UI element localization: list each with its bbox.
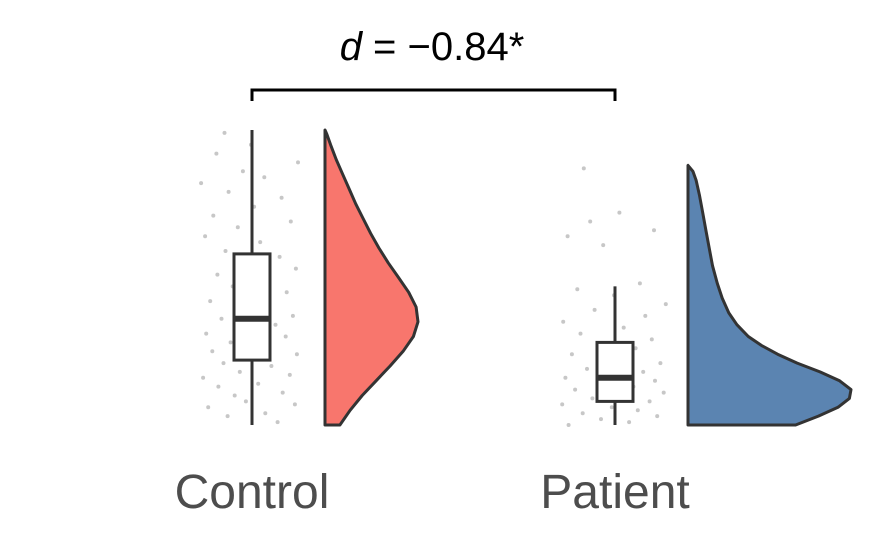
patient-data-point [635,408,640,413]
patient-data-point [633,346,638,351]
control-data-point [293,266,298,271]
control-data-point [223,249,228,253]
patient-data-point [599,417,603,422]
category-label-patient: Patient [540,466,689,519]
patient-data-point [617,210,622,215]
control-data-point [201,375,206,380]
patient-data-point [609,405,614,410]
control-data-point [216,384,221,389]
patient-density [686,163,853,427]
patient-data-point [601,243,606,248]
control-data-point [221,361,226,366]
control-data-point [287,372,292,377]
patient-data-point [585,366,589,371]
significance-bracket [250,88,617,101]
significance-annotation: d = −0.84* [250,25,617,101]
patient-data-point [580,411,585,416]
patient-data-point [563,375,568,380]
control-data-point [222,130,227,135]
control-data-point [263,411,268,416]
control-data-point [283,334,288,339]
control-data-point [210,349,215,354]
patient-data-point [663,302,668,307]
patient-data-point [561,319,566,324]
patient-data-point [655,414,660,419]
patient-data-point [575,287,580,292]
control-data-point [208,299,213,304]
patient-data-point [560,402,565,407]
patient-data-point [621,325,626,330]
control-data-point [279,195,284,200]
patient-data-point [649,337,654,342]
effect-size-symbol: d [340,25,364,69]
control-data-point [258,240,263,245]
patient-data-point [627,420,632,425]
control-data-point [292,402,297,407]
patient-box [595,340,635,403]
patient-data-point [588,219,593,224]
control-data-point [219,316,224,321]
control-data-point [256,381,261,386]
control-data-point [211,213,216,218]
control-data-point [225,414,230,419]
patient-data-point [661,390,666,395]
control-data-point [226,189,231,194]
control-data-point [203,234,208,239]
effect-size-label: d = −0.84* [340,25,525,69]
control-density [323,128,420,427]
patient-data-point [641,369,646,374]
patient-data-point [652,228,656,233]
patient-data-point [637,281,642,286]
patient-data-point [647,399,652,404]
control-data-point [262,175,267,180]
control-data-point [243,399,248,404]
patient-data-point [569,352,574,357]
patient-data-point [653,378,657,383]
control-data-point [214,151,219,156]
control-data-point [273,322,278,327]
control-data-point [284,290,289,295]
plot-area [199,128,853,427]
category-label-control: Control [175,466,330,519]
patient-data-point [566,423,571,427]
category-labels: Control Patient [175,466,690,519]
control-data-point [269,364,274,368]
patient-data-point [573,387,578,392]
control-box [232,252,272,362]
control-data-point [275,420,280,425]
patient-data-point [565,234,570,239]
patient-data-point [590,396,595,401]
effect-size-value: = −0.84* [362,25,524,69]
patient-data-point [581,166,586,171]
control-data-point [294,352,299,357]
control-data-point [237,369,242,374]
control-data-point [290,313,295,318]
control-data-point [199,181,204,186]
patient-data-point [658,361,663,366]
control-data-point [232,393,237,398]
control-data-point [240,169,245,174]
patient-data-point [592,307,597,312]
control-data-point [288,219,293,224]
control-data-point [277,254,282,259]
control-data-point [235,225,240,230]
patient-data-point [578,331,583,336]
control-data-point [204,331,209,336]
control-data-point [280,390,285,395]
control-data-point [206,405,211,410]
control-data-point [228,340,233,345]
control-data-point [296,160,300,165]
control-data-point [215,272,220,277]
patient-data-point [643,313,648,318]
